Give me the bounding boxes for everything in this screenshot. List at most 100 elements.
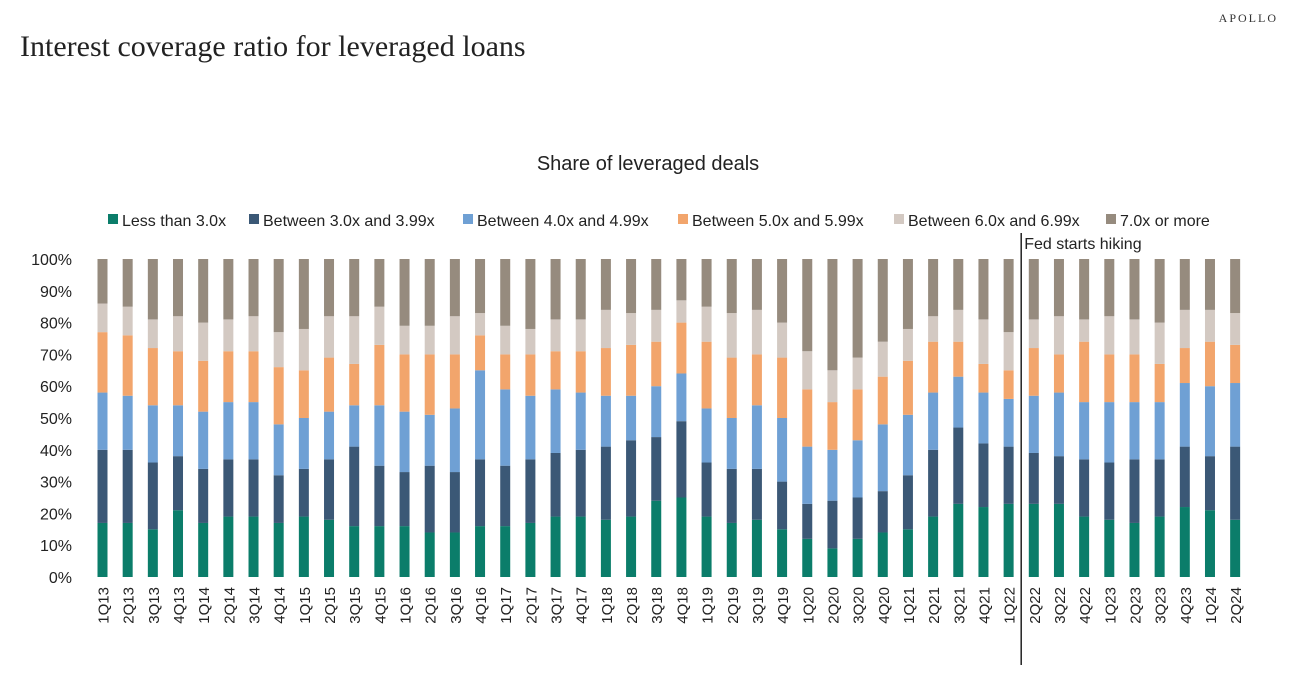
bar-segment	[978, 507, 989, 577]
bar-segment	[953, 309, 964, 342]
x-tick-label: 1Q18	[599, 587, 616, 624]
legend-swatch	[678, 214, 688, 224]
bar-segment	[1028, 319, 1039, 349]
x-tick-label: 2Q13	[121, 587, 138, 624]
bar-segment	[902, 414, 913, 476]
bar-segment	[1154, 402, 1165, 460]
bar-segment	[173, 259, 184, 317]
bar-segment	[525, 354, 536, 396]
bar-segment	[1230, 259, 1241, 314]
bar-segment	[877, 424, 888, 492]
bar-segment	[349, 526, 360, 577]
bar-segment	[97, 332, 108, 393]
x-tick-label: 2Q18	[624, 587, 641, 624]
bar-segment	[928, 316, 939, 342]
bar-segment	[978, 319, 989, 364]
bar-column-1Q22	[1003, 259, 1014, 577]
y-tick-label: 20%	[40, 506, 72, 523]
bar-segment	[223, 402, 234, 460]
bar-segment	[902, 529, 913, 577]
bar-segment	[726, 313, 737, 358]
bar-segment	[374, 344, 385, 406]
bar-segment	[500, 354, 511, 390]
bar-segment	[877, 341, 888, 377]
bar-segment	[777, 418, 788, 482]
x-tick-label: 1Q24	[1203, 587, 1220, 624]
bar-segment	[1129, 354, 1140, 403]
bar-segment	[399, 526, 410, 577]
bar-segment	[424, 414, 435, 466]
bar-segment	[223, 351, 234, 403]
bar-segment	[399, 325, 410, 355]
bar-segment	[374, 259, 385, 307]
bar-segment	[877, 532, 888, 577]
x-tick-label: 3Q16	[448, 587, 465, 624]
bar-segment	[424, 325, 435, 355]
x-tick-label: 1Q17	[498, 587, 515, 624]
bar-segment	[1104, 519, 1115, 577]
bar-segment	[928, 259, 939, 317]
bar-column-3Q19	[751, 259, 762, 577]
bar-segment	[600, 259, 611, 310]
bar-segment	[475, 370, 486, 460]
y-tick-label: 100%	[31, 252, 72, 269]
bar-segment	[424, 259, 435, 326]
bar-segment	[324, 459, 335, 520]
bar-segment	[1204, 456, 1215, 511]
bar-segment	[173, 316, 184, 352]
bar-segment	[122, 449, 133, 523]
bar-segment	[802, 389, 813, 447]
bar-segment	[173, 510, 184, 577]
bar-segment	[777, 322, 788, 358]
bar-segment	[626, 440, 637, 517]
bar-column-4Q18	[676, 259, 687, 577]
bar-segment	[651, 437, 662, 501]
bar-column-1Q21	[902, 259, 913, 577]
bar-segment	[298, 328, 309, 371]
bar-segment	[449, 354, 460, 409]
bar-column-1Q13	[97, 259, 108, 577]
bar-segment	[500, 259, 511, 326]
bar-segment	[475, 335, 486, 371]
x-tick-label: 1Q15	[297, 587, 314, 624]
x-tick-label: 3Q14	[247, 587, 264, 624]
x-tick-label: 2Q21	[926, 587, 943, 624]
bar-segment	[1230, 519, 1241, 577]
bar-column-1Q17	[500, 259, 511, 577]
bar-segment	[701, 462, 712, 517]
x-tick-label: 1Q16	[398, 587, 415, 624]
bar-segment	[449, 259, 460, 317]
bar-column-1Q24	[1204, 259, 1215, 577]
bar-segment	[852, 357, 863, 390]
bar-segment	[449, 472, 460, 533]
bar-segment	[1129, 459, 1140, 523]
bar-segment	[1154, 322, 1165, 364]
x-tick-label: 2Q22	[1027, 587, 1044, 624]
legend-item: Between 5.0x and 5.99x	[678, 213, 864, 230]
bar-column-4Q23	[1179, 259, 1190, 577]
bar-segment	[1053, 316, 1064, 355]
bar-column-4Q16	[475, 259, 486, 577]
x-tick-label: 4Q23	[1178, 587, 1195, 624]
bar-segment	[449, 316, 460, 355]
bar-column-4Q15	[374, 259, 385, 577]
bar-segment	[600, 309, 611, 349]
bar-column-3Q21	[953, 259, 964, 577]
bar-segment	[1230, 383, 1241, 447]
x-tick-label: 1Q20	[800, 587, 817, 624]
bar-segment	[827, 370, 838, 403]
x-tick-label: 4Q21	[976, 587, 993, 624]
bar-column-3Q13	[147, 259, 158, 577]
bar-segment	[97, 259, 108, 304]
bar-segment	[500, 526, 511, 577]
bar-segment	[953, 259, 964, 310]
y-axis: 0% 10% 20% 30% 40% 50% 60% 70% 80% 90% 100%	[31, 252, 72, 587]
bar-segment	[525, 522, 536, 577]
bar-column-2Q23	[1129, 259, 1140, 577]
bar-segment	[1154, 259, 1165, 323]
bar-segment	[248, 516, 259, 577]
x-tick-label: 2Q19	[725, 587, 742, 624]
legend-item: Between 6.0x and 6.99x	[894, 213, 1080, 230]
bar-segment	[298, 516, 309, 577]
bar-segment	[97, 303, 108, 333]
